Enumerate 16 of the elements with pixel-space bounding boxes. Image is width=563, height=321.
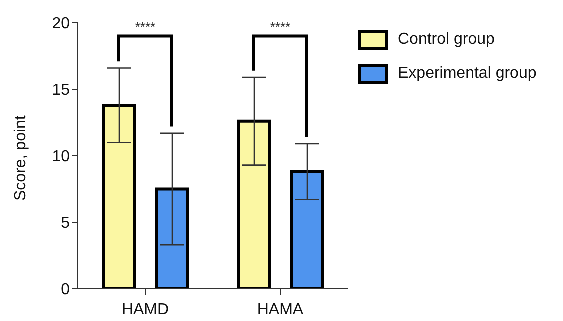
legend-label: Control group <box>398 31 495 49</box>
y-axis-title: Score, point <box>12 115 30 201</box>
y-tick-label: 15 <box>52 82 70 100</box>
legend-label: Experimental group <box>398 65 537 83</box>
bar <box>238 120 272 289</box>
bar <box>290 170 324 289</box>
annotation: **** <box>135 19 156 34</box>
y-tick-label: 5 <box>61 215 70 232</box>
y-tick-label: 0 <box>61 282 70 299</box>
bar <box>102 104 136 289</box>
x-tick-label: HAMD <box>122 301 170 318</box>
y-tick-label: 10 <box>52 148 70 166</box>
x-tick-label: HAMA <box>257 301 304 318</box>
bar <box>156 188 190 289</box>
y-tick-label: 20 <box>52 16 70 33</box>
annotation: **** <box>270 19 291 34</box>
